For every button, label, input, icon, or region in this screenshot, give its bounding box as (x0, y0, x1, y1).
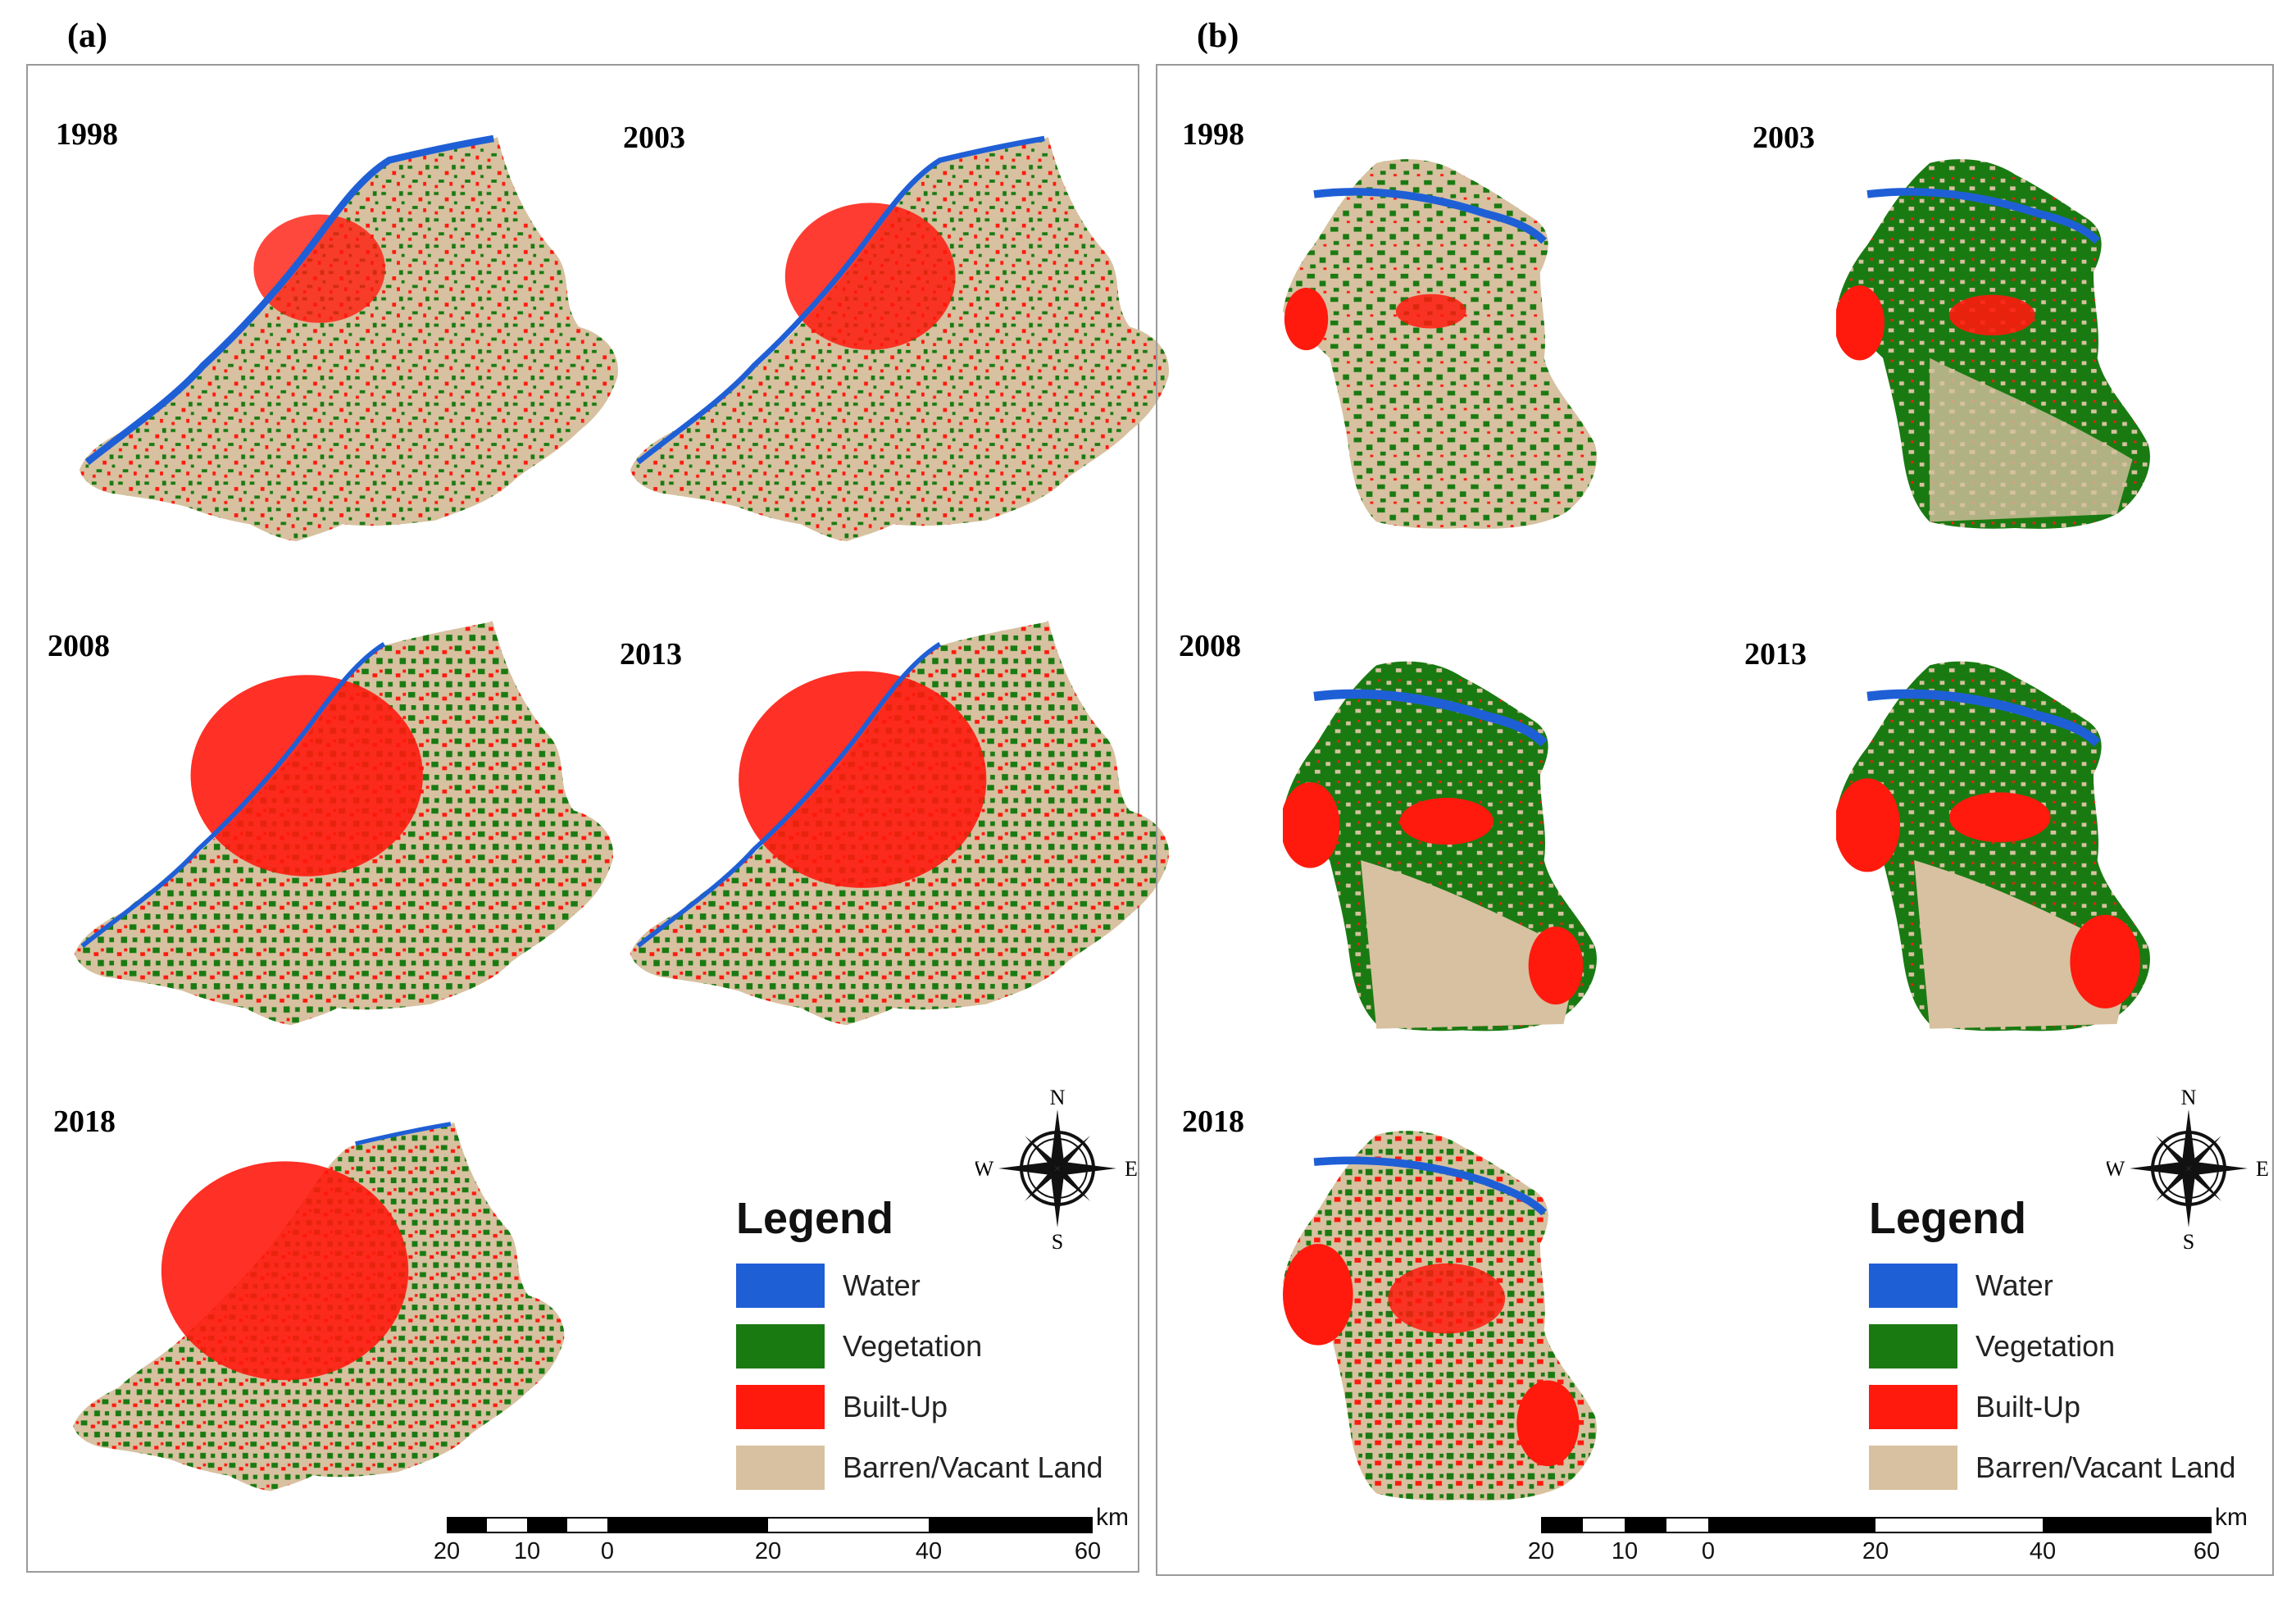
panel-b-year-1998: 1998 (1182, 117, 1244, 152)
panel-a-compass-w: W (975, 1157, 994, 1181)
legend-swatch-vegetation (736, 1324, 825, 1368)
legend-swatch-builtup (1869, 1385, 1957, 1429)
panel-a-year-2008: 2008 (48, 629, 110, 663)
panel-b-frame (1156, 64, 2274, 1576)
panel-a-map-2013 (630, 621, 1169, 1026)
panel-a-legend: Legend Water Vegetation Built-Up Barren/… (736, 1193, 1103, 1498)
panel-b-map-2003 (1836, 159, 2150, 529)
panel-a-scale-unit: km (1096, 1504, 1129, 1531)
panel-b-legend-title: Legend (1869, 1194, 2027, 1243)
panel-a-scale-tick-1: 10 (513, 1538, 541, 1564)
panel-a-legend-title: Legend (736, 1194, 894, 1243)
legend-label-water: Water (1975, 1268, 2053, 1302)
panel-a-legend-row-vegetation: Vegetation (736, 1316, 1103, 1377)
panel-b-year-2013: 2013 (1744, 637, 1807, 672)
panel-a-compass-n: N (1050, 1086, 1066, 1109)
panel-b-map-2018 (1283, 1131, 1597, 1501)
panel-a-scale-tick-2: 0 (600, 1538, 615, 1564)
legend-label-barren: Barren/Vacant Land (1975, 1450, 2236, 1484)
panel-b-compass-s: S (2183, 1230, 2194, 1250)
panel-b-legend-row-water: Water (1869, 1255, 2236, 1316)
legend-swatch-builtup (736, 1385, 825, 1429)
panel-b-compass-e: E (2256, 1157, 2269, 1181)
panel-b-year-2018: 2018 (1182, 1104, 1244, 1139)
panel-b-year-2008: 2008 (1179, 629, 1241, 663)
panel-a-label: (a) (67, 17, 107, 55)
panel-b-compass-icon: N S W E (2107, 1086, 2269, 1250)
panel-a-scale-tick-4: 40 (915, 1538, 943, 1564)
panel-b-map-2008 (1283, 661, 1597, 1031)
legend-label-builtup: Built-Up (1975, 1390, 2081, 1423)
panel-b-scale-tick-2: 0 (1701, 1538, 1716, 1564)
panel-a-legend-row-barren: Barren/Vacant Land (736, 1437, 1103, 1498)
panel-a-year-2013: 2013 (620, 637, 682, 672)
legend-swatch-water (1869, 1264, 1957, 1308)
panel-a-map-2018 (73, 1122, 565, 1491)
panel-b-scale-tick-3: 20 (1862, 1538, 1889, 1564)
panel-a-scale-bar-graphic (447, 1517, 1093, 1533)
panel-a-legend-row-water: Water (736, 1255, 1103, 1316)
legend-label-vegetation: Vegetation (843, 1329, 983, 1363)
panel-a-map-1998 (79, 134, 618, 542)
panel-b-compass-n: N (2181, 1086, 2197, 1109)
panel-b-scale-tick-1: 10 (1611, 1538, 1639, 1564)
panel-b-legend-row-vegetation: Vegetation (1869, 1316, 2236, 1377)
panel-b-year-2003: 2003 (1753, 121, 1815, 155)
panel-b-scale-tick-5: 60 (2193, 1538, 2221, 1564)
panel-b-scale-tick-0: 20 (1527, 1538, 1555, 1564)
panel-b-label: (b) (1197, 17, 1239, 55)
panel-b-legend: Legend Water Vegetation Built-Up Barren/… (1869, 1193, 2236, 1498)
legend-swatch-barren (736, 1446, 825, 1490)
panel-b-legend-row-barren: Barren/Vacant Land (1869, 1437, 2236, 1498)
legend-swatch-vegetation (1869, 1324, 1957, 1368)
panel-b-compass-w: W (2107, 1157, 2126, 1181)
panel-b-scale-tick-4: 40 (2029, 1538, 2057, 1564)
panel-a-map-2003 (630, 135, 1169, 542)
panel-a-scale-tick-0: 20 (433, 1538, 461, 1564)
legend-label-vegetation: Vegetation (1975, 1329, 2116, 1363)
legend-label-builtup: Built-Up (843, 1390, 948, 1423)
panel-a-legend-row-builtup: Built-Up (736, 1377, 1103, 1437)
panel-a-scale-bar: 20 10 0 20 40 60 km (434, 1504, 1129, 1574)
panel-a-map-2008 (74, 621, 613, 1026)
legend-swatch-water (736, 1264, 825, 1308)
legend-label-water: Water (843, 1268, 921, 1302)
panel-b-scale-bar-graphic (1541, 1517, 2212, 1533)
panel-a-year-2003: 2003 (623, 121, 685, 155)
panel-b-map-2013 (1836, 661, 2150, 1031)
panel-a-compass-e: E (1125, 1157, 1138, 1181)
panel-a-compass-s: S (1052, 1230, 1063, 1250)
panel-b-legend-row-builtup: Built-Up (1869, 1377, 2236, 1437)
panel-a-year-1998: 1998 (56, 117, 118, 152)
panel-a-compass-icon: N S W E (975, 1086, 1138, 1250)
legend-label-barren: Barren/Vacant Land (843, 1450, 1103, 1484)
panel-b-map-1998 (1283, 159, 1597, 529)
panel-b-scale-bar: 20 10 0 20 40 60 km (1528, 1504, 2248, 1574)
panel-a-year-2018: 2018 (53, 1104, 116, 1139)
panel-a-scale-tick-5: 60 (1074, 1538, 1102, 1564)
legend-swatch-barren (1869, 1446, 1957, 1490)
panel-a-scale-tick-3: 20 (754, 1538, 782, 1564)
panel-b-scale-unit: km (2215, 1504, 2248, 1531)
